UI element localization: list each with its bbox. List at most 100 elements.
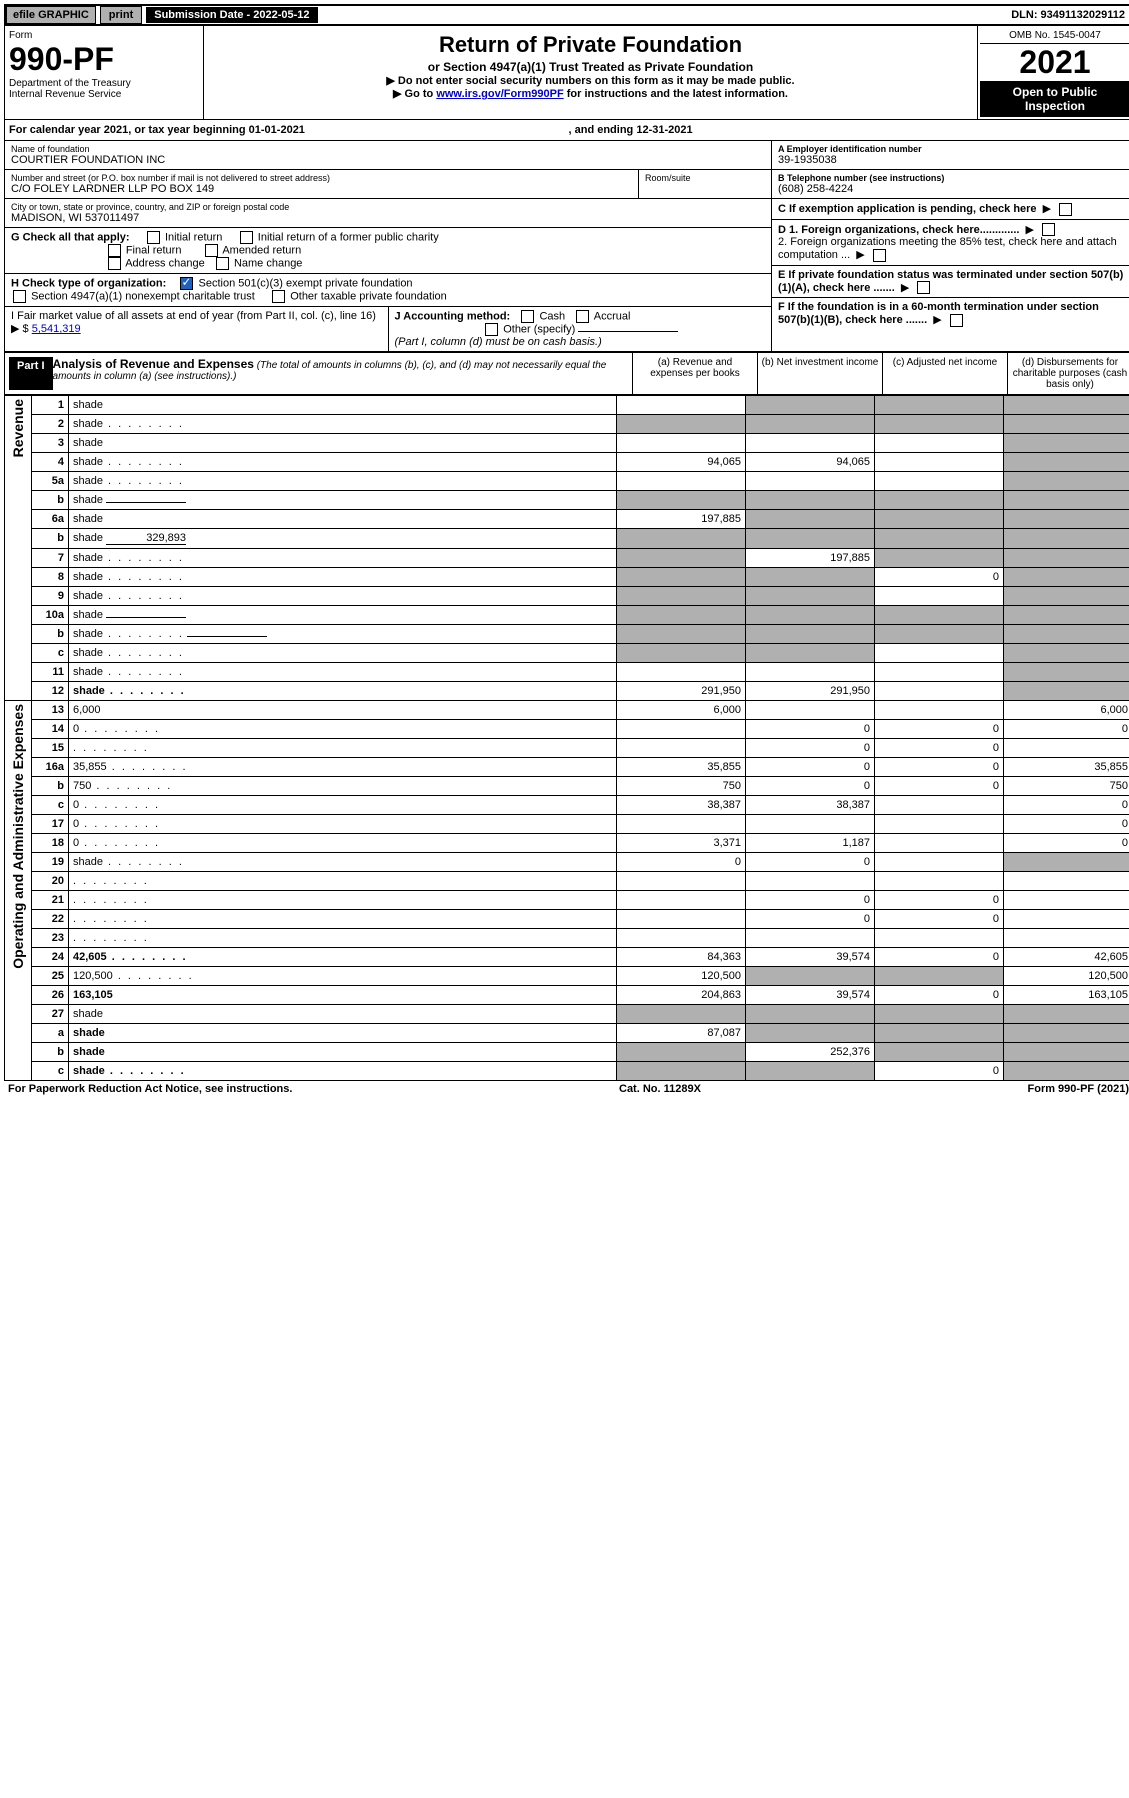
g-name: Name change: [234, 257, 303, 269]
i-value[interactable]: 5,541,319: [32, 323, 81, 335]
checkbox-d1[interactable]: [1042, 223, 1055, 236]
g-addr: Address change: [125, 257, 205, 269]
h-label: H Check type of organization:: [11, 277, 166, 289]
checkbox-accrual[interactable]: [576, 310, 589, 323]
cell-c: [875, 1024, 1004, 1043]
checkbox-d2[interactable]: [873, 249, 886, 262]
line-desc: shade: [69, 510, 617, 529]
checkbox-other-taxable[interactable]: [272, 290, 285, 303]
entity-block: Name of foundation COURTIER FOUNDATION I…: [4, 141, 1129, 352]
cell-c: [875, 434, 1004, 453]
checkbox-e[interactable]: [917, 281, 930, 294]
cell-a: 204,863: [617, 986, 746, 1005]
calyear-mid: , and ending: [569, 124, 637, 136]
form-word: Form: [9, 30, 199, 41]
line-desc: shade: [69, 644, 617, 663]
tax-year: 2021: [980, 44, 1129, 81]
cell-c: [875, 967, 1004, 986]
form990pf-link[interactable]: www.irs.gov/Form990PF: [436, 88, 563, 100]
part1-title: Analysis of Revenue and Expenses: [53, 357, 254, 371]
table-row: 25120,500120,500120,500: [5, 967, 1129, 986]
table-row: 8shade0: [5, 568, 1129, 587]
cell-c: [875, 625, 1004, 644]
cell-b: 94,065: [746, 453, 875, 472]
cell-c: [875, 396, 1004, 415]
j-label: J Accounting method:: [395, 310, 511, 322]
table-row: cshade: [5, 644, 1129, 663]
checkbox-other-method[interactable]: [485, 323, 498, 336]
line-number: 19: [32, 853, 69, 872]
checkbox-address-change[interactable]: [108, 257, 121, 270]
cell-d: [1004, 929, 1129, 948]
city-value: MADISON, WI 537011497: [11, 212, 765, 224]
line-desc: 0: [69, 796, 617, 815]
calyear-begin: 01-01-2021: [249, 124, 305, 136]
print-button[interactable]: print: [100, 6, 142, 24]
table-row: 27shade: [5, 1005, 1129, 1024]
calyear-end: 12-31-2021: [636, 124, 692, 136]
arrow-icon: ▶: [901, 281, 909, 294]
cell-b: 38,387: [746, 796, 875, 815]
cell-a: [617, 910, 746, 929]
cell-c: [875, 853, 1004, 872]
line-number: b: [32, 1043, 69, 1062]
checkbox-501c3[interactable]: [180, 277, 193, 290]
line-number: 14: [32, 720, 69, 739]
checkbox-initial-former[interactable]: [240, 231, 253, 244]
cell-b: 291,950: [746, 682, 875, 701]
cell-c: [875, 549, 1004, 568]
cell-a: 94,065: [617, 453, 746, 472]
cell-a: 38,387: [617, 796, 746, 815]
table-row: 19shade00: [5, 853, 1129, 872]
checkbox-4947[interactable]: [13, 290, 26, 303]
cell-c: 0: [875, 777, 1004, 796]
table-row: 12shade291,950291,950: [5, 682, 1129, 701]
line-number: c: [32, 644, 69, 663]
h-other: Other taxable private foundation: [290, 290, 447, 302]
col-a-header: (a) Revenue and expenses per books: [632, 353, 757, 394]
cell-d: 750: [1004, 777, 1129, 796]
line-desc: shade: [69, 663, 617, 682]
cell-a: [617, 396, 746, 415]
c-row: C If exemption application is pending, c…: [772, 199, 1129, 220]
note2-post: for instructions and the latest informat…: [564, 88, 788, 100]
cell-a: [617, 929, 746, 948]
table-row: 1700: [5, 815, 1129, 834]
checkbox-f[interactable]: [950, 314, 963, 327]
checkbox-cash[interactable]: [521, 310, 534, 323]
efile-button[interactable]: efile GRAPHIC: [6, 6, 96, 24]
cell-b: [746, 510, 875, 529]
omb-number: OMB No. 1545-0047: [980, 28, 1129, 44]
line-number: 9: [32, 587, 69, 606]
checkbox-amended[interactable]: [205, 244, 218, 257]
checkbox-final-return[interactable]: [108, 244, 121, 257]
cell-a: 197,885: [617, 510, 746, 529]
footer-right: Form 990-PF (2021): [1028, 1083, 1129, 1095]
cell-c: [875, 929, 1004, 948]
checkbox-name-change[interactable]: [216, 257, 229, 270]
cell-c: [875, 587, 1004, 606]
col-d-header: (d) Disbursements for charitable purpose…: [1007, 353, 1129, 394]
checkbox-c[interactable]: [1059, 203, 1072, 216]
line-desc: [69, 929, 617, 948]
line-number: 17: [32, 815, 69, 834]
line-desc: shade: [69, 434, 617, 453]
table-row: 20: [5, 872, 1129, 891]
cell-b: [746, 491, 875, 510]
j-accrual: Accrual: [594, 310, 631, 322]
f-row: F If the foundation is in a 60-month ter…: [772, 298, 1129, 330]
table-row: 2100: [5, 891, 1129, 910]
table-row: 2shade: [5, 415, 1129, 434]
expenses-vlabel: Operating and Administrative Expenses: [5, 701, 32, 1081]
cell-b: 252,376: [746, 1043, 875, 1062]
line-desc: [69, 872, 617, 891]
cell-a: 6,000: [617, 701, 746, 720]
calendar-year-row: For calendar year 2021, or tax year begi…: [4, 120, 1129, 141]
g-label: G Check all that apply:: [11, 231, 130, 243]
line-desc: shade: [69, 853, 617, 872]
line-desc: 35,855: [69, 758, 617, 777]
cell-d: 0: [1004, 720, 1129, 739]
cell-d: [1004, 568, 1129, 587]
checkbox-initial-return[interactable]: [147, 231, 160, 244]
cell-d: 163,105: [1004, 986, 1129, 1005]
